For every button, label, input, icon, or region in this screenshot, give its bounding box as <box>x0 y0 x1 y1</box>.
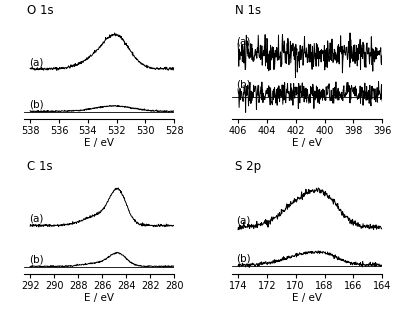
Text: (a): (a) <box>29 57 43 67</box>
X-axis label: E / eV: E / eV <box>84 138 114 148</box>
Text: N 1s: N 1s <box>234 4 261 17</box>
Text: (b): (b) <box>236 253 251 263</box>
Text: (b): (b) <box>29 100 43 110</box>
Text: C 1s: C 1s <box>27 160 52 173</box>
Text: (b): (b) <box>29 255 43 265</box>
Text: (a): (a) <box>29 214 43 224</box>
X-axis label: E / eV: E / eV <box>84 293 114 304</box>
X-axis label: E / eV: E / eV <box>292 293 322 304</box>
Text: (a): (a) <box>236 37 251 47</box>
Text: S 2p: S 2p <box>234 160 261 173</box>
Text: (b): (b) <box>236 80 251 90</box>
Text: (a): (a) <box>236 216 251 226</box>
X-axis label: E / eV: E / eV <box>292 138 322 148</box>
Text: O 1s: O 1s <box>27 4 53 17</box>
